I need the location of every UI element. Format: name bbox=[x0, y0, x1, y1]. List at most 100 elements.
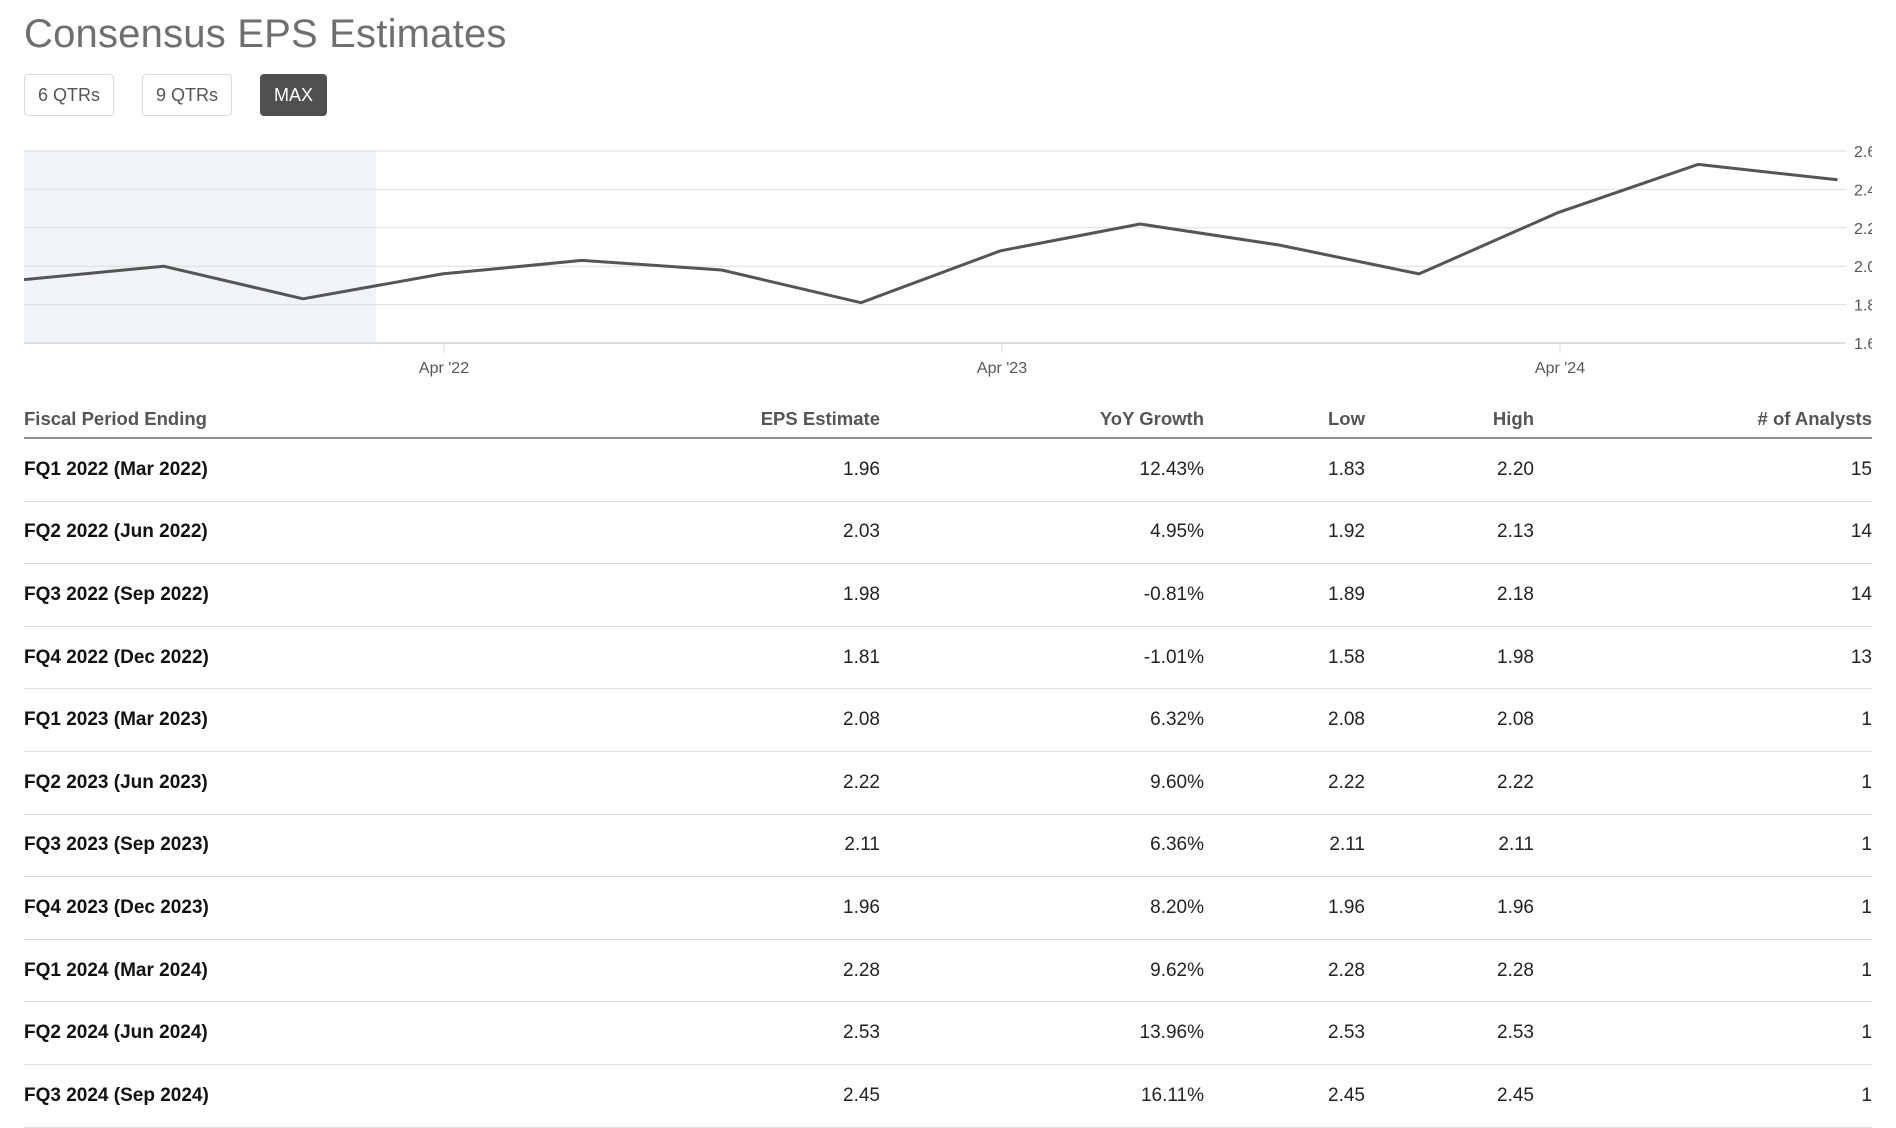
low-cell: 2.45 bbox=[1328, 1084, 1365, 1106]
table-header-row: Fiscal Period Ending EPS Estimate YoY Gr… bbox=[24, 400, 1872, 439]
table-row: FQ1 2023 (Mar 2023) 2.08 6.32% 2.08 2.08 1 bbox=[24, 689, 1872, 752]
data-point[interactable] bbox=[1415, 270, 1423, 278]
eps-estimate-cell: 1.96 bbox=[843, 896, 880, 918]
yoy-growth-cell: 13.96% bbox=[1139, 1022, 1204, 1044]
fiscal-period-cell: FQ1 2024 (Mar 2024) bbox=[24, 959, 208, 981]
table-row: FQ2 2024 (Jun 2024) 2.53 13.96% 2.53 2.53 1 bbox=[24, 1002, 1872, 1065]
data-point[interactable] bbox=[718, 266, 726, 274]
x-tick-label: Apr '23 bbox=[977, 360, 1027, 377]
analysts-cell: 1 bbox=[1861, 1084, 1872, 1106]
eps-estimate-cell: 1.81 bbox=[843, 646, 880, 668]
data-point[interactable] bbox=[857, 299, 865, 307]
fiscal-period-cell: FQ4 2022 (Dec 2022) bbox=[24, 646, 209, 668]
fiscal-period-cell: FQ1 2022 (Mar 2022) bbox=[24, 458, 208, 480]
y-axis: 2.60 2.40 2.20 2.00 1.80 1.60 bbox=[1854, 144, 1872, 353]
eps-series-line bbox=[24, 162, 1838, 305]
eps-estimate-cell: 2.45 bbox=[843, 1084, 880, 1106]
yoy-growth-cell: -1.01% bbox=[1143, 646, 1204, 668]
yoy-growth-cell: 6.32% bbox=[1150, 709, 1204, 731]
analysts-cell: 1 bbox=[1861, 834, 1872, 856]
analysts-cell: 14 bbox=[1850, 521, 1872, 543]
table-row: FQ1 2022 (Mar 2022) 1.96 12.43% 1.83 2.20 15 bbox=[24, 439, 1872, 502]
high-cell: 2.53 bbox=[1497, 1022, 1534, 1044]
low-cell: 2.28 bbox=[1328, 959, 1365, 981]
y-tick-label: 2.20 bbox=[1854, 221, 1872, 238]
yoy-growth-cell: -0.81% bbox=[1143, 583, 1204, 605]
fiscal-period-cell: FQ3 2024 (Sep 2024) bbox=[24, 1084, 209, 1106]
range-selector: 6 QTRs 9 QTRs MAX bbox=[24, 74, 328, 116]
analysts-cell: 14 bbox=[1850, 583, 1872, 605]
data-point[interactable] bbox=[1555, 208, 1563, 216]
eps-estimate-cell: 2.11 bbox=[844, 834, 880, 856]
high-cell: 1.96 bbox=[1497, 896, 1534, 918]
low-cell: 1.92 bbox=[1328, 521, 1365, 543]
yoy-growth-cell: 16.11% bbox=[1140, 1084, 1204, 1106]
range-button-6-qtrs[interactable]: 6 QTRs bbox=[24, 74, 115, 116]
x-tick-label: Apr '24 bbox=[1535, 360, 1585, 377]
data-point[interactable] bbox=[1694, 160, 1702, 168]
fiscal-period-cell: FQ1 2023 (Mar 2023) bbox=[24, 709, 208, 731]
data-point[interactable] bbox=[1136, 220, 1144, 228]
high-cell: 2.28 bbox=[1497, 959, 1534, 981]
analysts-cell: 15 bbox=[1850, 458, 1872, 480]
data-point[interactable] bbox=[299, 295, 307, 303]
page-title: Consensus EPS Estimates bbox=[24, 12, 507, 56]
table-row: FQ3 2023 (Sep 2023) 2.11 6.36% 2.11 2.11 1 bbox=[24, 815, 1872, 878]
data-point[interactable] bbox=[578, 256, 586, 264]
yoy-growth-cell: 4.95% bbox=[1150, 521, 1204, 543]
eps-estimate-cell: 2.22 bbox=[843, 771, 880, 793]
x-tick-label: Apr '22 bbox=[419, 360, 469, 377]
low-cell: 2.22 bbox=[1328, 771, 1365, 793]
low-cell: 1.96 bbox=[1328, 896, 1365, 918]
table-row: FQ1 2024 (Mar 2024) 2.28 9.62% 2.28 2.28 1 bbox=[24, 940, 1872, 1003]
data-point[interactable] bbox=[439, 270, 447, 278]
eps-estimate-cell: 1.96 bbox=[843, 458, 880, 480]
analysts-cell: 13 bbox=[1850, 646, 1872, 668]
table-body: FQ1 2022 (Mar 2022) 1.96 12.43% 1.83 2.20 15 F… bbox=[24, 439, 1872, 1128]
header-high[interactable]: High bbox=[1492, 407, 1534, 429]
data-point[interactable] bbox=[1276, 241, 1284, 249]
table-row: FQ4 2022 (Dec 2022) 1.81 -1.01% 1.58 1.98 13 bbox=[24, 627, 1872, 690]
y-tick-label: 2.40 bbox=[1854, 182, 1872, 199]
y-tick-label: 1.60 bbox=[1854, 336, 1872, 353]
analysts-cell: 1 bbox=[1861, 1022, 1872, 1044]
low-cell: 1.83 bbox=[1328, 458, 1365, 480]
y-tick-label: 2.00 bbox=[1854, 259, 1872, 276]
high-cell: 1.98 bbox=[1497, 646, 1534, 668]
range-button-9-qtrs[interactable]: 9 QTRs bbox=[142, 74, 233, 116]
fiscal-period-cell: FQ2 2022 (Jun 2022) bbox=[24, 521, 208, 543]
eps-estimate-cell: 2.08 bbox=[843, 709, 880, 731]
low-cell: 1.89 bbox=[1328, 583, 1365, 605]
y-tick-label: 2.60 bbox=[1854, 144, 1872, 161]
eps-estimate-cell: 2.28 bbox=[843, 959, 880, 981]
header-eps-estimate[interactable]: EPS Estimate bbox=[760, 407, 880, 429]
eps-estimate-cell: 2.03 bbox=[843, 521, 880, 543]
yoy-growth-cell: 6.36% bbox=[1150, 834, 1204, 856]
yoy-growth-cell: 9.60% bbox=[1150, 771, 1204, 793]
range-button-max[interactable]: MAX bbox=[260, 74, 328, 116]
low-cell: 2.53 bbox=[1328, 1022, 1365, 1044]
yoy-growth-cell: 12.43% bbox=[1139, 458, 1204, 480]
table-row: FQ3 2024 (Sep 2024) 2.45 16.11% 2.45 2.45 1 bbox=[24, 1065, 1872, 1128]
table-row: FQ3 2022 (Sep 2022) 1.98 -0.81% 1.89 2.18 14 bbox=[24, 564, 1872, 627]
eps-estimate-cell: 2.53 bbox=[843, 1022, 880, 1044]
fiscal-period-cell: FQ4 2023 (Dec 2023) bbox=[24, 896, 209, 918]
data-point[interactable] bbox=[1834, 176, 1842, 184]
high-cell: 2.22 bbox=[1497, 771, 1534, 793]
header-analysts[interactable]: # of Analysts bbox=[1757, 407, 1872, 429]
header-low[interactable]: Low bbox=[1328, 407, 1365, 429]
table-row: FQ2 2022 (Jun 2022) 2.03 4.95% 1.92 2.13 14 bbox=[24, 502, 1872, 565]
high-cell: 2.45 bbox=[1497, 1084, 1534, 1106]
high-cell: 2.18 bbox=[1497, 583, 1534, 605]
analysts-cell: 1 bbox=[1861, 709, 1872, 731]
low-cell: 2.11 bbox=[1329, 834, 1365, 856]
fiscal-period-cell: FQ2 2024 (Jun 2024) bbox=[24, 1022, 208, 1044]
header-fiscal-period[interactable]: Fiscal Period Ending bbox=[24, 407, 207, 429]
eps-estimates-table: Fiscal Period Ending EPS Estimate YoY Gr… bbox=[24, 400, 1872, 1128]
data-point[interactable] bbox=[160, 262, 168, 270]
data-point[interactable] bbox=[997, 247, 1005, 255]
high-cell: 2.11 bbox=[1498, 834, 1534, 856]
header-yoy-growth[interactable]: YoY Growth bbox=[1099, 407, 1204, 429]
